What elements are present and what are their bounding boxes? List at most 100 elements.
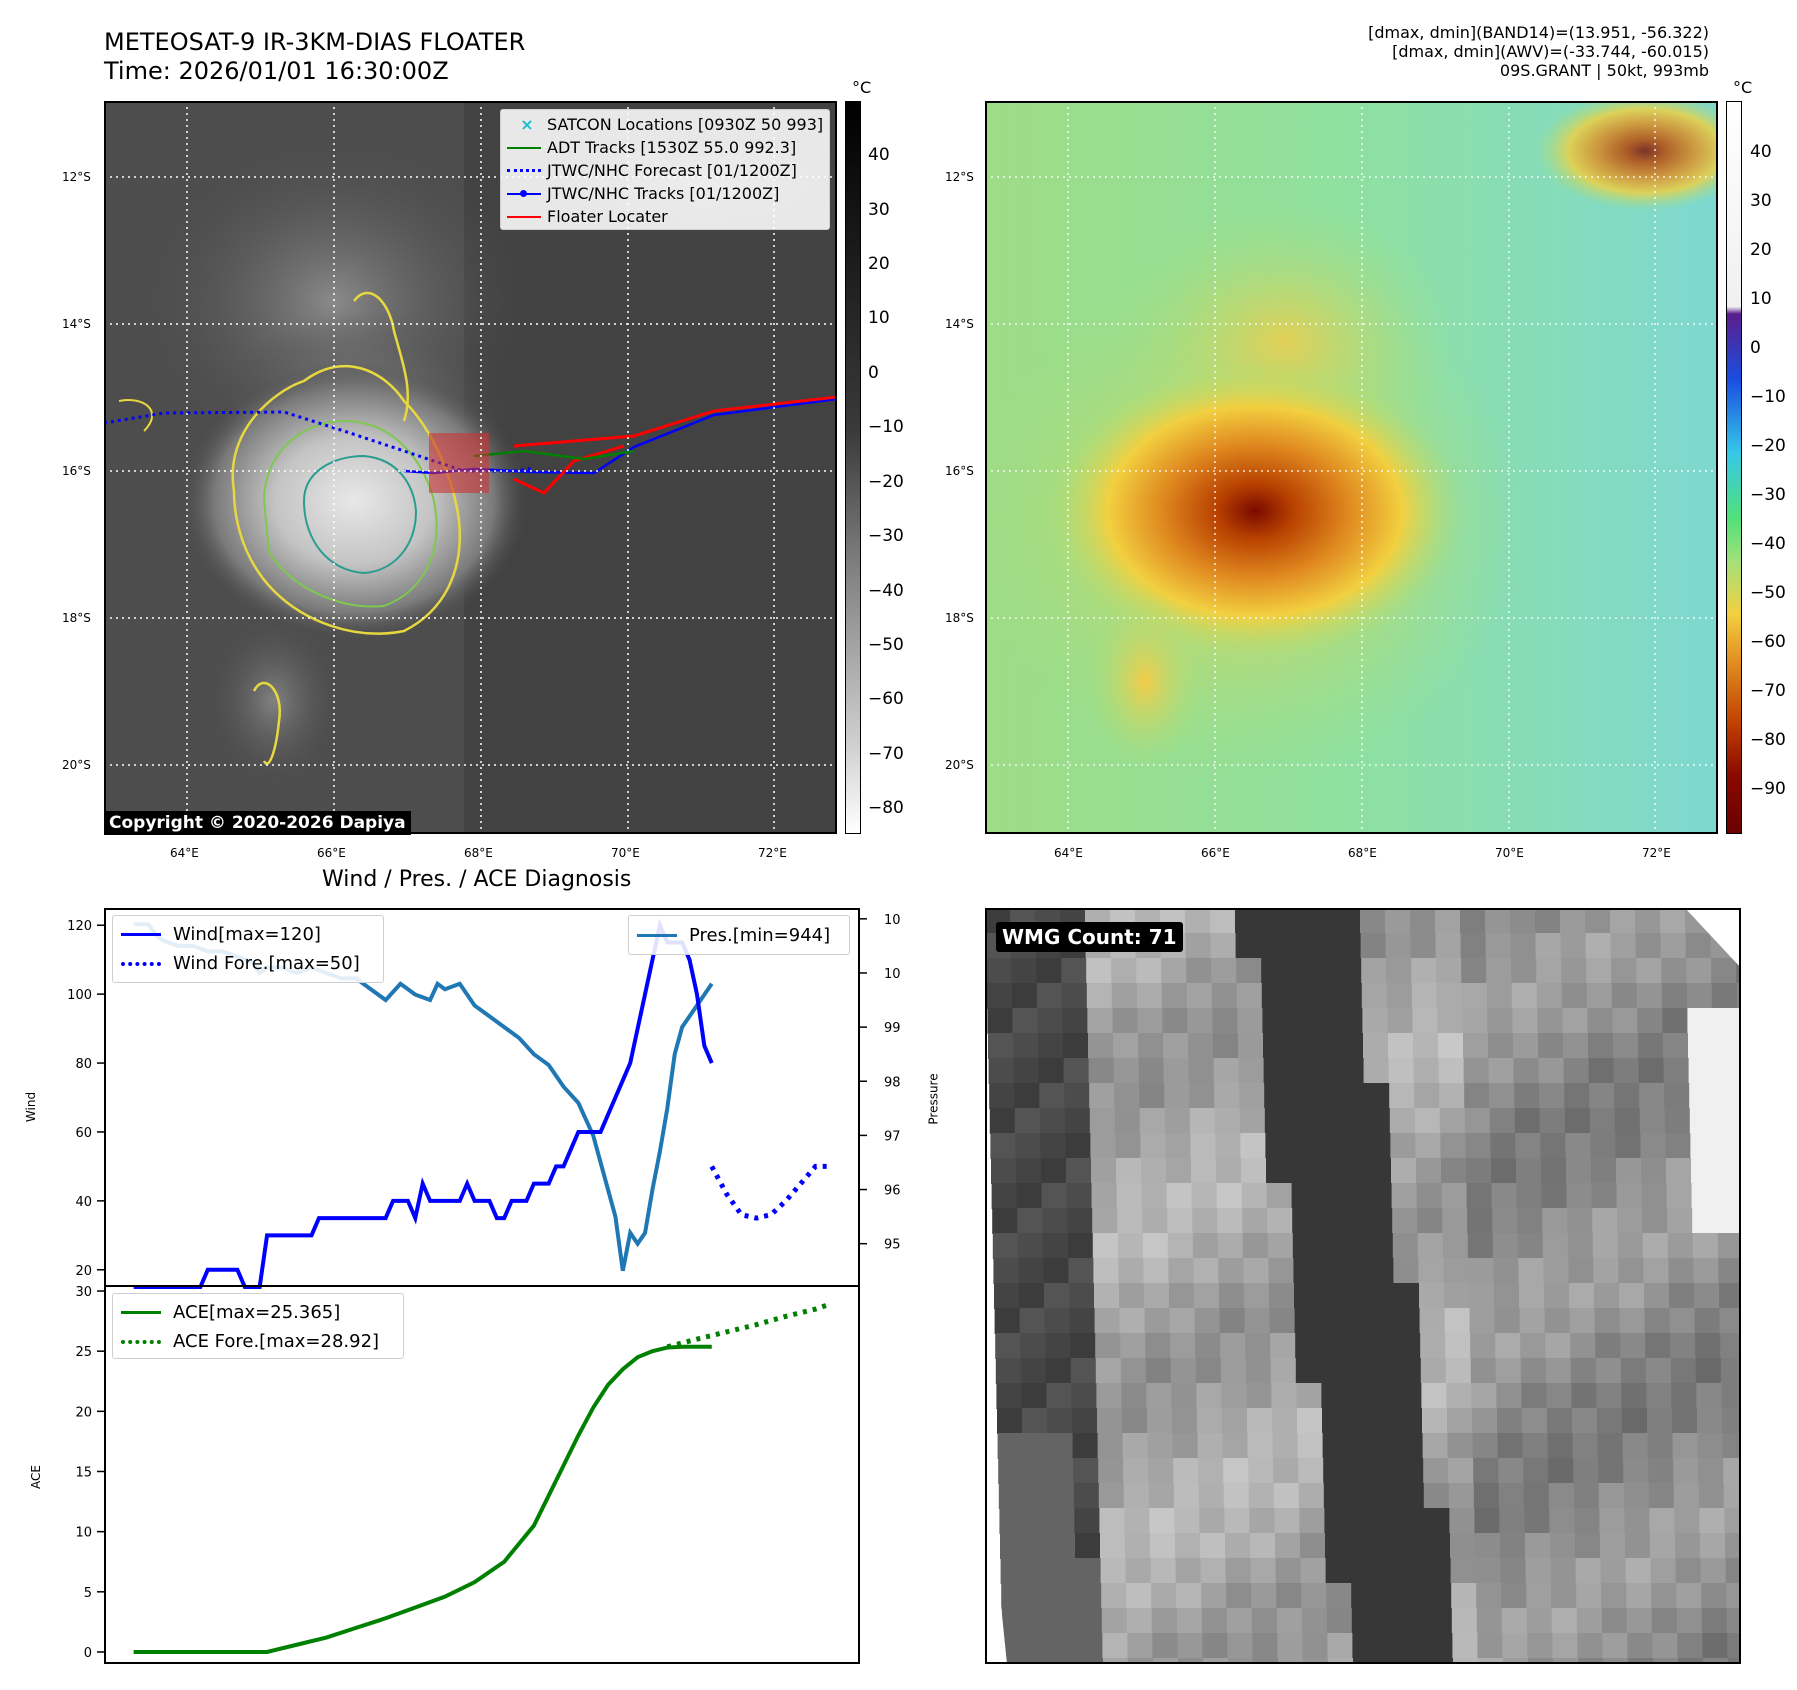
ir-colorbar: [845, 101, 861, 834]
wv-lat-label: 12°S: [945, 170, 974, 184]
ace-ylabel: ACE: [28, 1465, 43, 1489]
wv-lon-label: 68°E: [1348, 846, 1377, 860]
pres-tick-label: 970: [884, 1129, 900, 1144]
wv-colorbar: [1726, 101, 1742, 834]
adt-line-icon: [507, 146, 541, 149]
legend-floater: Floater Locater: [507, 205, 829, 228]
wind-tick-label: 80: [75, 1057, 92, 1072]
wmg-image: [985, 908, 1741, 1664]
wv-colorbar-tick: −50: [1750, 583, 1786, 603]
wind-tick-label: 20: [75, 1264, 92, 1279]
wv-lat-label: 18°S: [945, 611, 974, 625]
wv-colorbar-tick: 0: [1750, 338, 1761, 358]
ir-lat-label: 16°S: [62, 464, 91, 478]
info-awv: [dmax, dmin](AWV)=(-33.744, -60.015): [1392, 42, 1709, 61]
ace-tick-label: 30: [75, 1285, 92, 1300]
ir-panel-frame: [104, 101, 837, 834]
wv-colorbar-tick: −70: [1750, 681, 1786, 701]
legend-ace: ACE[max=25.365]: [121, 1298, 403, 1327]
wind-tick-label: 60: [75, 1126, 92, 1141]
ir-colorbar-tick: −30: [868, 526, 904, 546]
ir-lat-label: 20°S: [62, 758, 91, 772]
image-title-line2: Time: 2026/01/01 16:30:00Z: [104, 57, 449, 85]
ace-line: [133, 1344, 712, 1654]
info-storm: 09S.GRANT | 50kt, 993mb: [1499, 61, 1709, 80]
wmg-count-badge: WMG Count: 71: [996, 922, 1183, 952]
ir-colorbar-tick: −20: [868, 472, 904, 492]
wv-colorbar-tick: 10: [1750, 289, 1772, 309]
ir-lat-label: 18°S: [62, 611, 91, 625]
pres-tick-label: 1000: [884, 967, 900, 982]
wv-colorbar-tick: −40: [1750, 534, 1786, 554]
ir-colorbar-tick: −70: [868, 744, 904, 764]
wv-satellite-image: [985, 101, 1718, 834]
wv-lat-label: 20°S: [945, 758, 974, 772]
wv-colorbar-tick: −80: [1750, 730, 1786, 750]
track-line-icon: [507, 189, 541, 197]
ir-lon-label: 64°E: [170, 846, 199, 860]
ace-forecast-line-icon: [121, 1339, 161, 1344]
wind-line: [133, 918, 714, 1289]
legend-jtwc-forecast: JTWC/NHC Forecast [01/1200Z]: [507, 159, 829, 182]
copyright-label: Copyright © 2020-2026 Dapiya: [104, 811, 411, 835]
ir-lon-label: 66°E: [317, 846, 346, 860]
wv-panel-frame: [985, 101, 1718, 834]
ir-colorbar-tick: −50: [868, 635, 904, 655]
ir-colorbar-tick: −40: [868, 581, 904, 601]
wind-tick-label: 100: [67, 988, 92, 1003]
wv-colorbar-tick: 30: [1750, 191, 1772, 211]
wv-lat-label: 14°S: [945, 317, 974, 331]
ace-tick-label: 15: [75, 1465, 92, 1480]
wind-tick-label: 40: [75, 1195, 92, 1210]
ir-colorbar-tick: 40: [868, 145, 890, 165]
ir-colorbar-tick: −60: [868, 689, 904, 709]
legend-adt: ADT Tracks [1530Z 55.0 992.3]: [507, 136, 829, 159]
wv-lon-label: 70°E: [1495, 846, 1524, 860]
ir-colorbar-tick: 20: [868, 254, 890, 274]
pres-tick-label: 980: [884, 1075, 900, 1090]
ace-legend: ACE[max=25.365] ACE Fore.[max=28.92]: [112, 1293, 404, 1359]
ace-tick-label: 10: [75, 1526, 92, 1541]
pres-tick-label: 960: [884, 1184, 900, 1199]
wv-colorbar-tick: −10: [1750, 387, 1786, 407]
forecast-line-icon: [507, 169, 541, 172]
wv-colorbar-tick: −90: [1750, 779, 1786, 799]
ace-forecast-line: [666, 1301, 832, 1350]
diag-title: Wind / Pres. / ACE Diagnosis: [322, 867, 632, 892]
wind-ylabel: Wind: [24, 1091, 39, 1123]
pres-tick-label: 950: [884, 1238, 900, 1253]
ir-colorbar-tick: −80: [868, 798, 904, 818]
wind-forecast-line-icon: [121, 961, 161, 966]
legend-wind: Wind[max=120]: [121, 920, 383, 949]
wind-legend: Wind[max=120] Wind Fore.[max=50]: [112, 915, 384, 983]
ir-lat-label: 14°S: [62, 317, 91, 331]
map-legend: × SATCON Locations [0930Z 50 993] ADT Tr…: [500, 109, 830, 230]
ir-lat-label: 12°S: [62, 170, 91, 184]
floater-line-icon: [507, 215, 541, 218]
ir-colorbar-tick: 10: [868, 308, 890, 328]
wv-colorbar-tick: 20: [1750, 240, 1772, 260]
ir-colorbar-tick: 0: [868, 363, 879, 383]
ace-tick-label: 25: [75, 1345, 92, 1360]
image-title-line1: METEOSAT-9 IR-3KM-DIAS FLOATER: [104, 28, 526, 56]
pres-line-icon: [637, 933, 677, 937]
ir-satellite-image: [104, 101, 837, 834]
wv-lon-label: 64°E: [1054, 846, 1083, 860]
ir-lon-label: 70°E: [611, 846, 640, 860]
legend-satcon: × SATCON Locations [0930Z 50 993]: [507, 113, 829, 136]
ir-colorbar-unit: °C: [852, 78, 872, 97]
wv-colorbar-tick: −30: [1750, 485, 1786, 505]
wv-colorbar-unit: °C: [1733, 78, 1753, 97]
wv-colorbar-tick: −20: [1750, 436, 1786, 456]
wv-lon-label: 72°E: [1642, 846, 1671, 860]
pres-ylabel: Pressure: [926, 1073, 941, 1125]
wmg-frame: [985, 908, 1741, 1664]
wind-line-icon: [121, 933, 161, 936]
info-band14: [dmax, dmin](BAND14)=(13.951, -56.322): [1368, 23, 1709, 42]
ace-tick-label: 0: [84, 1646, 92, 1661]
satcon-marker-icon: ×: [520, 115, 534, 134]
wv-colorbar-tick: 40: [1750, 142, 1772, 162]
wv-lat-label: 16°S: [945, 464, 974, 478]
ace-tick-label: 5: [84, 1586, 92, 1601]
